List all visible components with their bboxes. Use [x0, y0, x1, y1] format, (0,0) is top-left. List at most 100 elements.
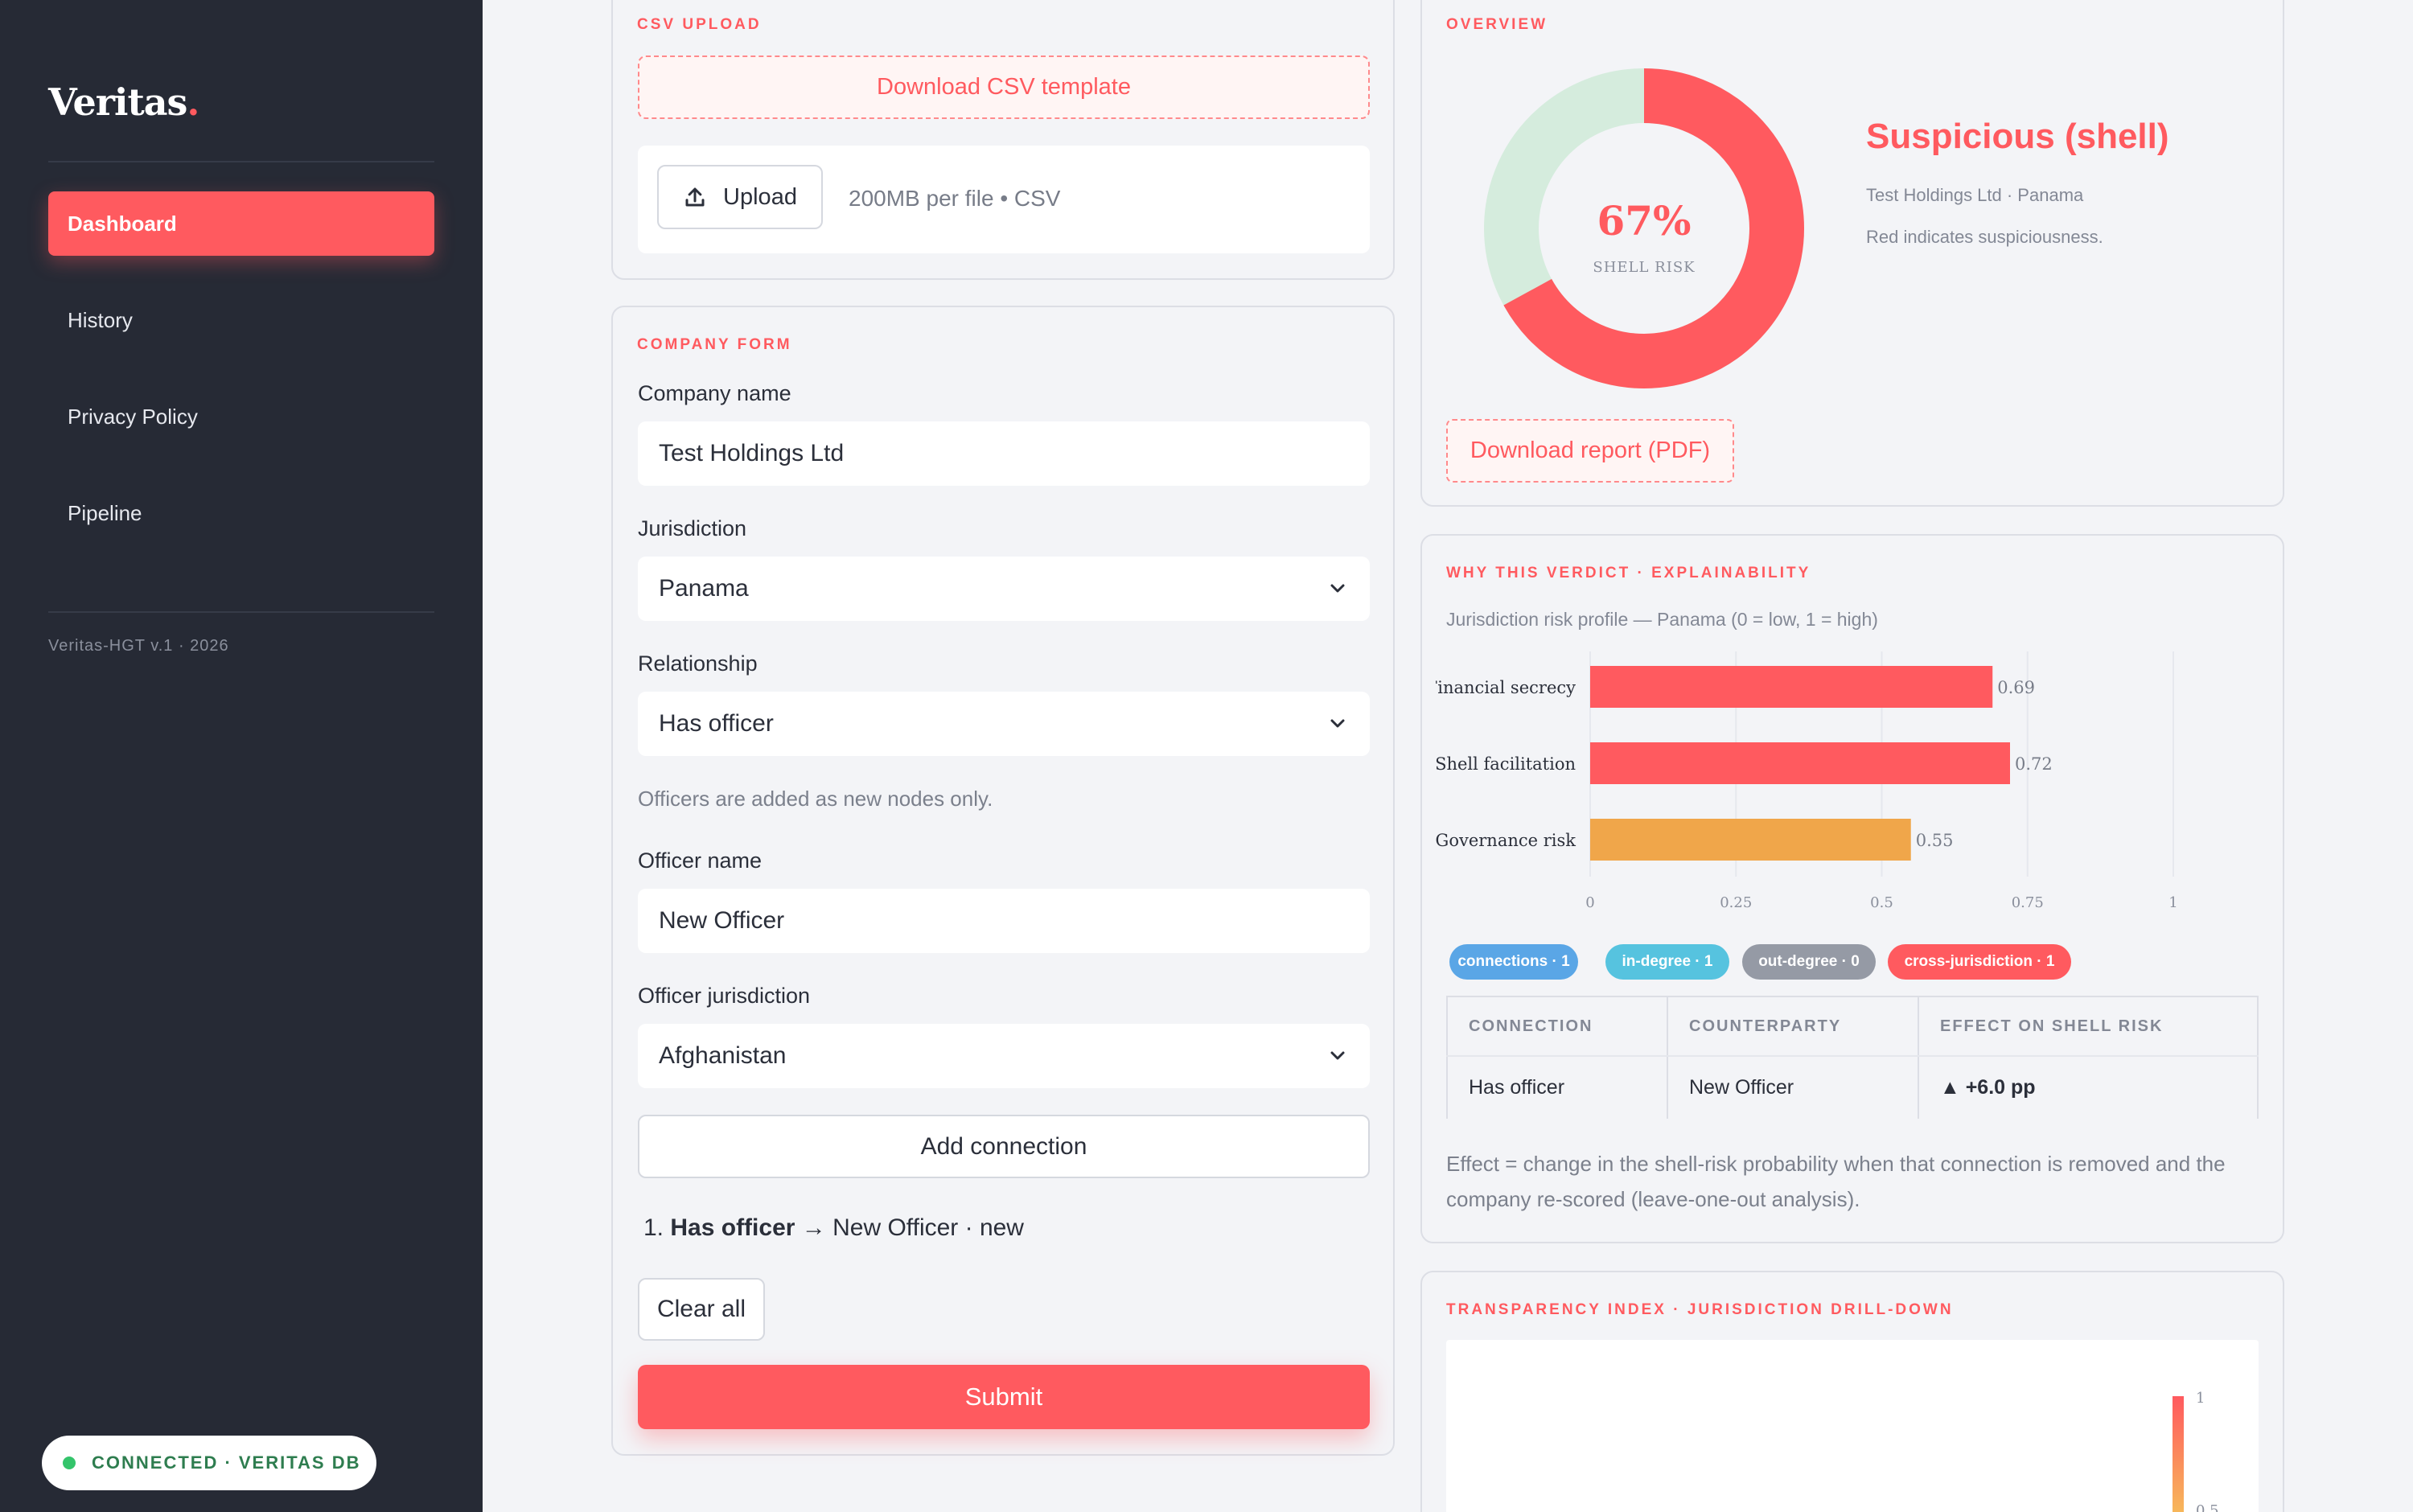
- x-tick-label: 1: [2168, 894, 2177, 911]
- nav-item-history[interactable]: History: [48, 288, 434, 352]
- jurisdiction-select[interactable]: Panama: [638, 557, 1370, 621]
- x-tick-label: 0.5: [1870, 894, 1893, 911]
- explainability-subtitle: Jurisdiction risk profile — Panama (0 = …: [1446, 609, 1878, 630]
- badge-label: out-degree · 0: [1758, 953, 1860, 970]
- risk-label: SHELL RISK: [1593, 259, 1695, 276]
- nav-label: Privacy Policy: [68, 404, 198, 429]
- bar-financial-secrecy: [1590, 666, 1993, 708]
- in-degree-badge: in-degree · 1: [1605, 944, 1729, 980]
- nav-label: Dashboard: [68, 211, 177, 236]
- connection-target: New Officer · new: [832, 1214, 1024, 1241]
- badge-label: in-degree · 1: [1622, 953, 1713, 970]
- transparency-chart-panel: 1 0.5: [1446, 1340, 2259, 1512]
- upload-button[interactable]: Upload: [657, 165, 823, 229]
- table-cell-connection: Has officer: [1447, 1056, 1668, 1119]
- nav-label: History: [68, 307, 133, 332]
- cross-jurisdiction-badge: cross-jurisdiction · 1: [1888, 944, 2071, 980]
- bar-value-label: 0.55: [1916, 831, 1954, 850]
- badge-label: connections · 1: [1457, 953, 1570, 970]
- badge-label: cross-jurisdiction · 1: [1904, 953, 2055, 970]
- category-label: Governance risk: [1436, 831, 1576, 850]
- relationship-hint: Officers are added as new nodes only.: [638, 787, 993, 811]
- colorbar-gradient: [2173, 1396, 2184, 1512]
- download-csv-template-button[interactable]: Download CSV template: [638, 55, 1370, 119]
- transparency-title: TRANSPARENCY INDEX · JURISDICTION DRILL-…: [1446, 1301, 1954, 1318]
- officer-name-label: Officer name: [638, 848, 763, 873]
- connection-status-text: CONNECTED · VERITAS DB: [92, 1452, 361, 1473]
- officer-name-value: New Officer: [659, 907, 785, 934]
- version-label: Veritas-HGT v.1 · 2026: [48, 637, 229, 655]
- x-tick-label: 0.75: [2012, 894, 2044, 911]
- upload-dropzone[interactable]: Upload 200MB per file • CSV: [638, 146, 1370, 253]
- table-row: Has officer New Officer ▲ +6.0 pp: [1447, 1056, 2258, 1119]
- jurisdiction-risk-bar-chart: Financial secrecy 0.69 Shell facilitation 0…: [1436, 651, 2178, 911]
- effect-explanation-note: Effect = change in the shell-risk probab…: [1446, 1152, 2226, 1211]
- csv-upload-title: CSV UPLOAD: [637, 16, 762, 33]
- relationship-value: Has officer: [659, 710, 774, 737]
- brand-dot: .: [187, 80, 199, 124]
- chevron-down-icon: [1330, 584, 1345, 593]
- table-cell-effect: ▲ +6.0 pp: [1940, 1076, 2036, 1099]
- table-header: CONNECTION: [1447, 996, 1668, 1057]
- out-degree-badge: out-degree · 0: [1742, 944, 1876, 980]
- relationship-label: Relationship: [638, 651, 758, 676]
- chevron-down-icon: [1330, 1051, 1345, 1060]
- upload-icon: [685, 187, 705, 207]
- verdict-label: Suspicious (shell): [1866, 117, 2169, 156]
- brand-logo[interactable]: Veritas.: [48, 80, 199, 124]
- upload-hint: 200MB per file • CSV: [849, 186, 1061, 211]
- table-header: EFFECT ON SHELL RISK: [1918, 996, 2258, 1057]
- connection-effect-table: CONNECTION COUNTERPARTY EFFECT ON SHELL …: [1446, 996, 2259, 1119]
- colorbar-top-label: 1: [2196, 1390, 2205, 1407]
- company-meta: Test Holdings Ltd · Panama: [1866, 185, 2084, 205]
- connection-status-badge: CONNECTED · VERITAS DB: [42, 1436, 376, 1490]
- officer-name-input[interactable]: New Officer: [638, 889, 1370, 953]
- table-header-row: CONNECTION COUNTERPARTY EFFECT ON SHELL …: [1447, 996, 2258, 1057]
- upload-button-label: Upload: [723, 183, 797, 210]
- nav-item-pipeline[interactable]: Pipeline: [48, 481, 434, 545]
- shell-risk-donut-chart: 67% SHELL RISK: [1484, 68, 1804, 388]
- risk-percent: 67%: [1597, 197, 1691, 244]
- x-tick-label: 0: [1585, 894, 1594, 911]
- connection-relationship: Has officer: [670, 1214, 795, 1241]
- color-note: Red indicates suspiciousness.: [1866, 227, 2103, 247]
- bar-value-label: 0.69: [1997, 678, 2035, 697]
- bar-shell-facilitation: [1590, 742, 2010, 784]
- bar-value-label: 0.72: [2015, 754, 2053, 774]
- category-label: Shell facilitation: [1436, 754, 1576, 774]
- jurisdiction-value: Panama: [659, 575, 749, 602]
- company-form-card: [611, 306, 1395, 1456]
- submit-button[interactable]: Submit: [638, 1365, 1370, 1429]
- officer-jurisdiction-value: Afghanistan: [659, 1042, 787, 1069]
- arrow-right-icon: →: [801, 1214, 826, 1241]
- table-header: COUNTERPARTY: [1667, 996, 1919, 1057]
- sidebar-divider: [48, 161, 434, 162]
- sidebar: Veritas. Dashboard History Privacy Polic…: [0, 0, 483, 1512]
- overview-title: OVERVIEW: [1446, 16, 1548, 33]
- x-tick-label: 0.25: [1720, 894, 1752, 911]
- relationship-select[interactable]: Has officer: [638, 692, 1370, 756]
- table-cell-counterparty: New Officer: [1667, 1056, 1919, 1119]
- company-name-value: Test Holdings Ltd: [659, 440, 845, 466]
- connection-list-item: 1. Has officer → New Officer · new: [643, 1214, 1024, 1242]
- status-dot-icon: [63, 1457, 76, 1469]
- nav-item-dashboard[interactable]: Dashboard: [48, 191, 434, 256]
- connection-index: 1.: [643, 1214, 664, 1241]
- donut-risk-segment: [1484, 68, 1804, 388]
- officer-jurisdiction-select[interactable]: Afghanistan: [638, 1024, 1370, 1088]
- colorbar-bottom-label: 0.5: [2196, 1502, 2219, 1512]
- company-name-input[interactable]: Test Holdings Ltd: [638, 421, 1370, 486]
- chevron-down-icon: [1330, 719, 1345, 728]
- explainability-card: [1420, 534, 2284, 1243]
- company-name-label: Company name: [638, 381, 791, 405]
- brand-name: Veritas: [48, 80, 187, 124]
- nav-item-privacy-policy[interactable]: Privacy Policy: [48, 384, 434, 449]
- transparency-colorbar: 1 0.5: [2173, 1390, 2219, 1512]
- download-report-button[interactable]: Download report (PDF): [1446, 419, 1734, 483]
- add-connection-button[interactable]: Add connection: [638, 1115, 1370, 1178]
- bar-governance-risk: [1590, 819, 1911, 861]
- officer-jurisdiction-label: Officer jurisdiction: [638, 984, 811, 1008]
- clear-all-button[interactable]: Clear all: [638, 1278, 765, 1341]
- sidebar-divider: [48, 611, 434, 613]
- jurisdiction-label: Jurisdiction: [638, 516, 747, 540]
